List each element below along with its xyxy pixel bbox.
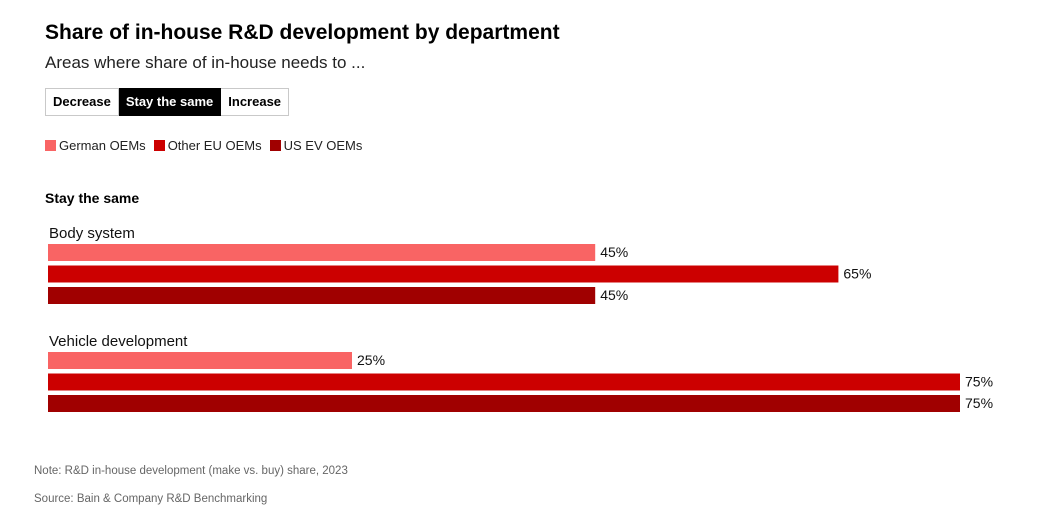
legend-swatch-german-oems (45, 140, 56, 151)
value-label-vehicle-development-us-ev-oems: 75% (965, 395, 993, 411)
legend-label-other-eu-oems: Other EU OEMs (167, 138, 262, 153)
tab-stay-the-same[interactable]: Stay the same (118, 88, 222, 116)
legend-item-other-eu-oems: Other EU OEMs (153, 138, 262, 153)
footnote: Note: R&D in-house development (make vs.… (34, 465, 348, 477)
bar-vehicle-development-german-oems[interactable] (48, 352, 352, 369)
chart-title: Share of in-house R&D development by dep… (45, 21, 560, 44)
legend-item-german-oems: German OEMs (45, 138, 146, 153)
category-label-body-system: Body system (49, 225, 135, 242)
value-label-body-system-german-oems: 45% (600, 244, 628, 260)
category-label-vehicle-development: Vehicle development (49, 333, 188, 350)
bar-vehicle-development-other-eu-oems[interactable] (48, 373, 960, 391)
legend-label-german-oems: German OEMs (59, 138, 146, 153)
bar-vehicle-development-us-ev-oems[interactable] (48, 395, 960, 412)
value-label-vehicle-development-german-oems: 25% (357, 352, 385, 368)
view-toggle: Decrease Stay the same Increase (45, 88, 290, 116)
section-title: Stay the same (45, 190, 140, 206)
legend-item-us-ev-oems: US EV OEMs (269, 138, 363, 153)
bar-body-system-us-ev-oems[interactable] (48, 287, 596, 304)
value-label-body-system-other-eu-oems: 65% (843, 266, 871, 282)
legend-label-us-ev-oems: US EV OEMs (283, 138, 363, 153)
bar-body-system-other-eu-oems[interactable] (48, 265, 839, 283)
tab-increase[interactable]: Increase (221, 88, 290, 116)
chart-legend: German OEMs Other EU OEMs US EV OEMs (45, 138, 370, 153)
tab-decrease[interactable]: Decrease (45, 88, 119, 116)
value-label-body-system-us-ev-oems: 45% (600, 287, 628, 303)
bar-body-system-german-oems[interactable] (48, 244, 596, 261)
legend-swatch-other-eu-oems (153, 140, 165, 151)
chart-subtitle: Areas where share of in-house needs to .… (45, 53, 366, 72)
legend-swatch-us-ev-oems (269, 140, 281, 151)
source-note: Source: Bain & Company R&D Benchmarking (34, 493, 268, 505)
value-label-vehicle-development-other-eu-oems: 75% (965, 374, 993, 390)
